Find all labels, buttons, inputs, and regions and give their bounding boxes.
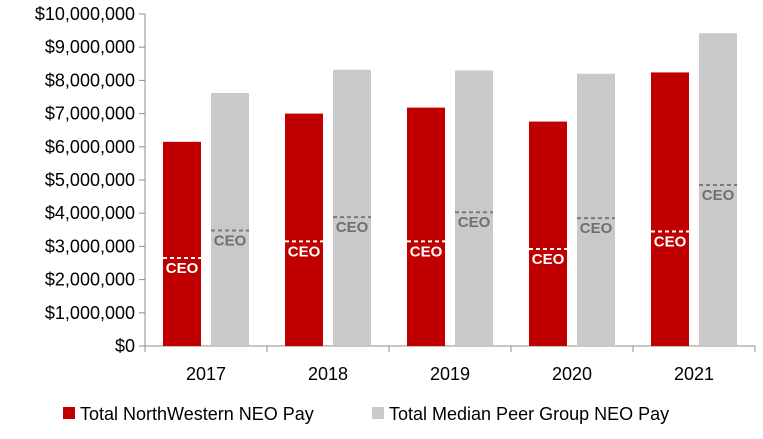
y-tick-label: $1,000,000: [45, 303, 135, 323]
legend-swatch: [372, 407, 384, 419]
legend-label: Total NorthWestern NEO Pay: [80, 404, 314, 424]
x-category-label: 2019: [430, 364, 470, 384]
ceo-marker-label: CEO: [410, 243, 443, 260]
northwestern-bar-2017: [163, 141, 201, 346]
y-tick-label: $4,000,000: [45, 203, 135, 223]
bars: [163, 33, 737, 347]
northwestern-bar-2021: [651, 72, 689, 346]
ceo-marker-label: CEO: [214, 232, 247, 249]
y-tick-label: $8,000,000: [45, 70, 135, 90]
x-category-label: 2020: [552, 364, 592, 384]
ceo-marker-label: CEO: [532, 251, 565, 268]
peer-bar-2018: [333, 69, 371, 346]
ceo-marker-label: CEO: [288, 243, 321, 260]
northwestern-bar-2019: [407, 107, 445, 347]
legend-swatch: [63, 407, 75, 419]
legend-label: Total Median Peer Group NEO Pay: [389, 404, 669, 424]
northwestern-bar-2020: [529, 121, 567, 347]
y-tick-label: $7,000,000: [45, 104, 135, 124]
ceo-marker-label: CEO: [654, 233, 687, 250]
x-category-label: 2018: [308, 364, 348, 384]
peer-bar-2020: [577, 73, 615, 346]
y-tick-label: $10,000,000: [35, 4, 135, 24]
x-axis: 2017 2018 2019 2020 2021: [144, 345, 756, 384]
x-category-label: 2021: [674, 364, 714, 384]
ceo-marker-label: CEO: [458, 214, 491, 231]
legend: Total NorthWestern NEO Pay Total Median P…: [63, 404, 669, 424]
y-tick-label: $6,000,000: [45, 137, 135, 157]
ceo-marker-label: CEO: [702, 187, 735, 204]
ceo-marker-label: CEO: [336, 219, 369, 236]
y-axis: $0 $1,000,000 $2,000,000 $3,000,000 $4,000,0…: [35, 4, 146, 356]
y-tick-label: $5,000,000: [45, 170, 135, 190]
ceo-marker-label: CEO: [580, 220, 613, 237]
peer-bar-2017: [211, 93, 249, 347]
ceo-marker-label: CEO: [166, 260, 199, 277]
x-category-label: 2017: [186, 364, 226, 384]
northwestern-bar-2018: [285, 113, 323, 346]
peer-bar-2019: [455, 70, 493, 346]
y-tick-label: $2,000,000: [45, 270, 135, 290]
y-tick-label: $3,000,000: [45, 236, 135, 256]
y-tick-label: $9,000,000: [45, 37, 135, 57]
peer-bar-2021: [699, 33, 737, 346]
ceo-markers: CEO CEO CEO CEO CEO CEO CEO CEO CEO CEO: [163, 183, 737, 277]
y-tick-label: $0: [115, 336, 135, 356]
